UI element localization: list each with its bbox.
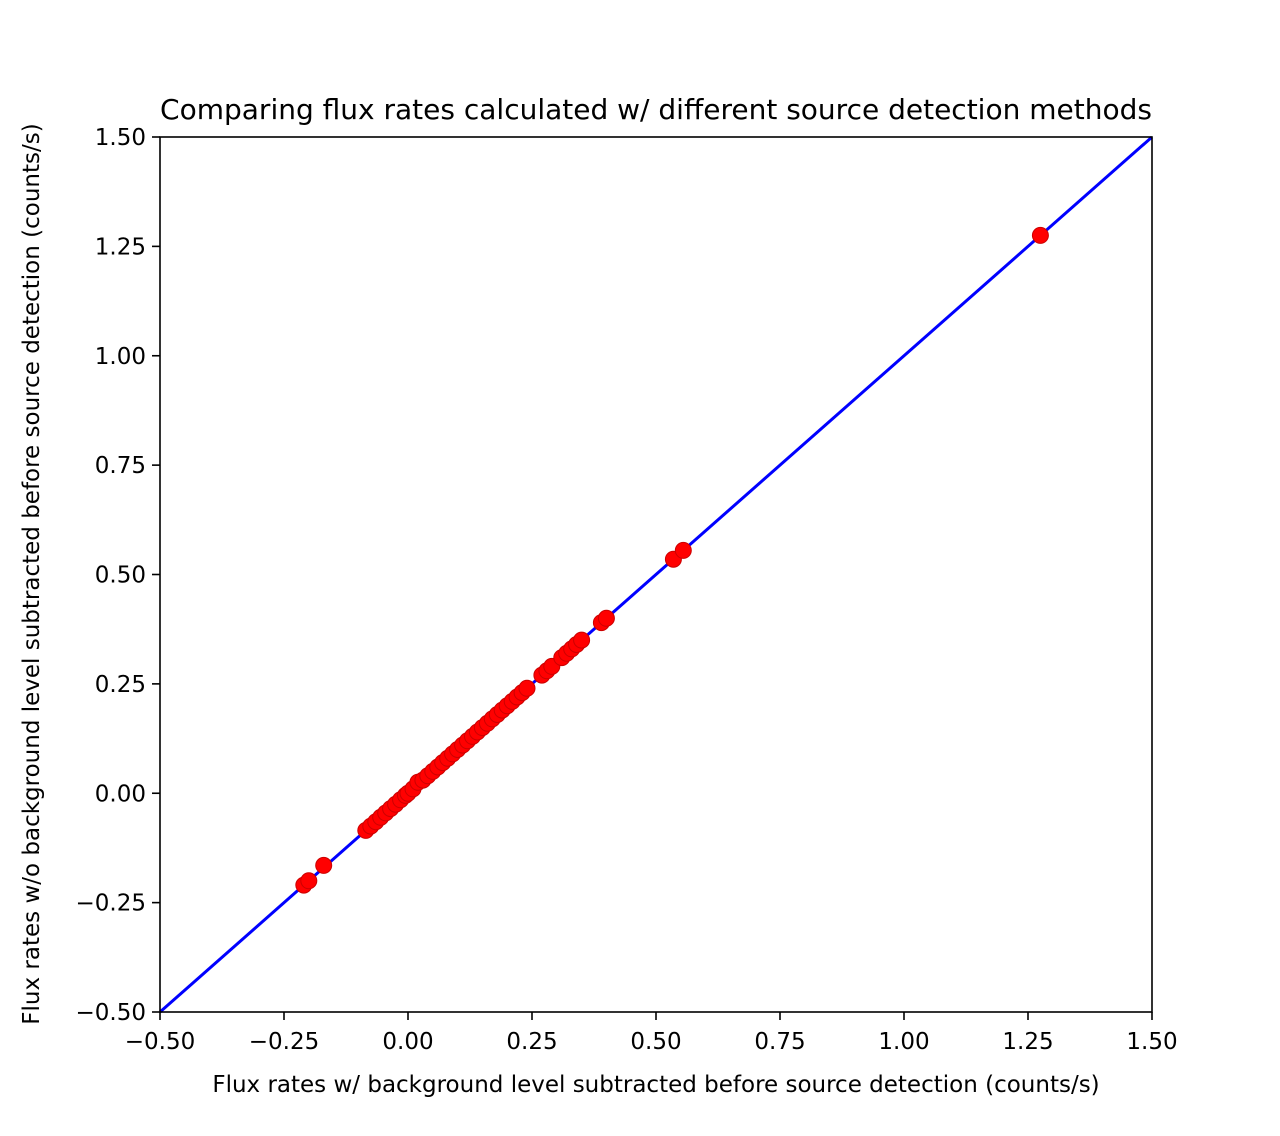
y-tick-label: 0.50: [95, 563, 146, 589]
y-tick-label: 0.25: [95, 672, 146, 698]
scatter-point: [573, 631, 591, 649]
y-tick-label: 0.00: [95, 781, 146, 807]
x-axis-label: Flux rates w/ background level subtracte…: [212, 1072, 1099, 1098]
x-tick-label: 1.00: [878, 1029, 929, 1055]
x-tick-label: −0.50: [125, 1029, 195, 1055]
x-tick-label: 0.25: [506, 1029, 557, 1055]
y-tick-label: −0.50: [76, 1000, 146, 1026]
y-tick-label: 1.00: [95, 344, 146, 370]
scatter-point: [674, 541, 692, 559]
chart-title: Comparing flux rates calculated w/ diffe…: [160, 93, 1152, 126]
x-tick-label: 0.75: [754, 1029, 805, 1055]
x-tick-label: 1.50: [1126, 1029, 1177, 1055]
x-tick-label: 1.25: [1002, 1029, 1053, 1055]
scatter-point: [597, 609, 615, 627]
y-tick-label: 1.25: [95, 234, 146, 260]
y-tick-label: 0.75: [95, 453, 146, 479]
x-tick-label: 0.50: [630, 1029, 681, 1055]
scatter-point: [300, 872, 318, 890]
y-axis-ticks: −0.50 −0.25 0.00 0.25 0.50 0.75 1.00 1.25 1.50: [76, 125, 160, 1026]
y-tick-label: 1.50: [95, 125, 146, 151]
x-tick-label: −0.25: [249, 1029, 319, 1055]
scatter-points: [295, 226, 1049, 894]
scatter-point: [315, 856, 333, 874]
y-axis-label: Flux rates w/o background level subtract…: [19, 123, 45, 1024]
scatter-point: [1031, 226, 1049, 244]
x-axis-ticks: −0.50 −0.25 0.00 0.25 0.50 0.75 1.00 1.25 1.50: [125, 1012, 1178, 1055]
y-tick-label: −0.25: [76, 891, 146, 917]
scatter-point: [518, 679, 536, 697]
x-tick-label: 0.00: [382, 1029, 433, 1055]
